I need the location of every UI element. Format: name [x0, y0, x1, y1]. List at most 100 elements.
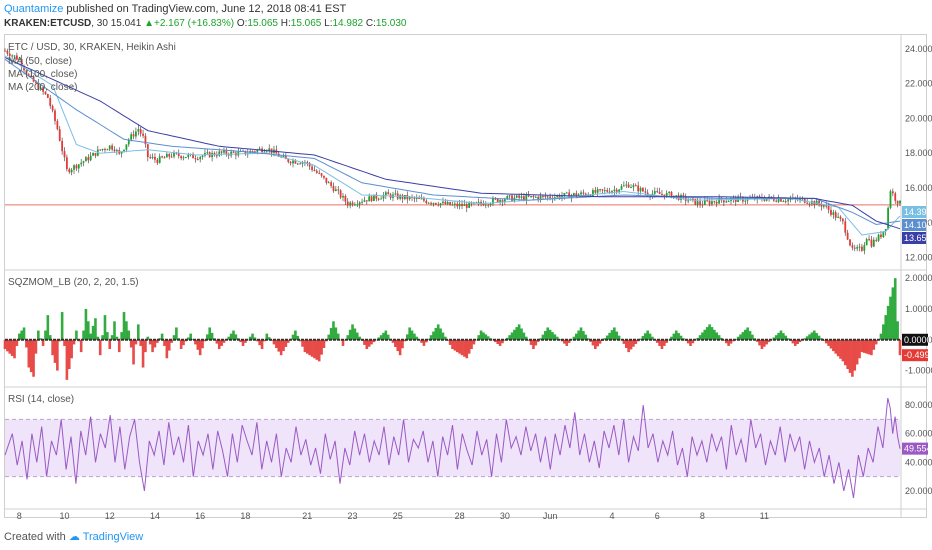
time-tick-label: 21	[302, 511, 312, 521]
momentum-bar	[241, 339, 245, 346]
momentum-bar	[767, 339, 771, 343]
candle-body	[580, 192, 582, 195]
candle-body	[284, 155, 287, 160]
momentum-bar	[96, 336, 100, 340]
momentum-bar	[222, 339, 226, 343]
ma-value-tag	[902, 219, 926, 231]
candle-body	[613, 189, 616, 192]
candle-body	[765, 198, 768, 201]
momentum-bar	[741, 332, 745, 340]
momentum-bar	[34, 339, 38, 354]
candle-body	[534, 196, 537, 198]
sqzmom-pane-title: SQZMOM_LB (20, 2, 20, 1.5)	[8, 277, 139, 288]
candle-body	[192, 153, 194, 159]
candle-body	[332, 185, 335, 191]
momentum-bar	[229, 333, 233, 340]
candle-body	[727, 201, 730, 203]
candle-body	[82, 161, 85, 163]
candle-body	[65, 157, 68, 170]
candle-body	[51, 105, 54, 111]
sqz-zero-label: 0.0000	[904, 335, 932, 345]
time-tick-label: 16	[195, 511, 205, 521]
momentum-bar	[805, 336, 809, 340]
candle-body	[725, 201, 728, 203]
high-value: 15.065	[290, 18, 322, 29]
ma50-legend: MA (50, close)	[8, 56, 72, 67]
momentum-bar	[186, 337, 190, 340]
momentum-bar	[510, 332, 514, 340]
publish-header: Quantamize published on TradingView.com,…	[4, 2, 346, 16]
time-tick-label: 25	[393, 511, 403, 521]
candle-body	[292, 160, 294, 164]
momentum-bar	[796, 339, 799, 345]
momentum-bar	[655, 339, 659, 343]
candle-body	[458, 203, 461, 207]
candle-body	[6, 50, 9, 54]
candle-body	[104, 148, 106, 150]
momentum-bar	[896, 321, 899, 340]
candle-body	[154, 156, 156, 160]
candle-body	[577, 194, 580, 196]
candle-body	[713, 201, 716, 203]
momentum-bar	[63, 339, 66, 346]
candle-body	[663, 194, 666, 198]
momentum-bar	[115, 336, 119, 340]
candle-body	[437, 204, 440, 206]
candle-body	[323, 175, 325, 178]
candle-body	[661, 194, 663, 196]
momentum-bar	[291, 334, 295, 340]
candle-body	[556, 195, 559, 198]
candle-body	[327, 182, 330, 184]
momentum-bar	[248, 336, 252, 340]
candle-body	[482, 203, 485, 206]
candle-body	[11, 55, 14, 57]
momentum-bar	[341, 339, 345, 346]
candle-body	[101, 148, 104, 150]
momentum-bar	[113, 321, 116, 340]
momentum-bar	[108, 339, 112, 350]
candle-body	[508, 195, 511, 197]
candle-body	[46, 94, 49, 98]
momentum-bar	[534, 339, 538, 346]
momentum-bar	[363, 339, 366, 345]
candle-body	[865, 239, 868, 246]
momentum-bar	[286, 339, 290, 343]
momentum-bar	[101, 335, 104, 340]
momentum-bar	[515, 327, 519, 340]
author-link[interactable]: Quantamize	[4, 3, 64, 15]
time-tick-label: 8	[17, 511, 22, 521]
price-tick-label: 22.000	[905, 79, 932, 89]
momentum-bar	[641, 335, 645, 340]
candle-body	[687, 200, 690, 202]
momentum-bar	[284, 339, 288, 347]
momentum-bar	[479, 330, 483, 340]
candle-body	[558, 195, 561, 199]
momentum-bar	[244, 339, 247, 343]
candle-body	[622, 185, 625, 187]
candle-body	[575, 193, 578, 196]
candle-body	[42, 87, 44, 92]
candle-body	[130, 134, 133, 140]
candle-body	[56, 121, 59, 130]
tradingview-link[interactable]: TradingView	[82, 531, 144, 543]
candle-body	[161, 156, 164, 158]
momentum-bar	[98, 339, 102, 356]
momentum-bar	[410, 330, 414, 340]
candle-body	[158, 156, 161, 163]
candle-body	[73, 165, 75, 170]
momentum-bar	[729, 339, 733, 344]
momentum-bar	[210, 332, 214, 340]
momentum-bar	[227, 336, 231, 340]
momentum-bar	[513, 329, 516, 340]
candle-body	[206, 152, 209, 154]
momentum-bar	[277, 339, 281, 352]
candle-body	[668, 191, 671, 193]
candle-body	[884, 229, 887, 232]
momentum-bar	[608, 332, 611, 340]
momentum-bar	[648, 333, 652, 340]
candle-body	[92, 152, 94, 156]
momentum-bar	[215, 339, 219, 344]
candle-body	[606, 190, 609, 192]
candle-body	[451, 204, 454, 206]
